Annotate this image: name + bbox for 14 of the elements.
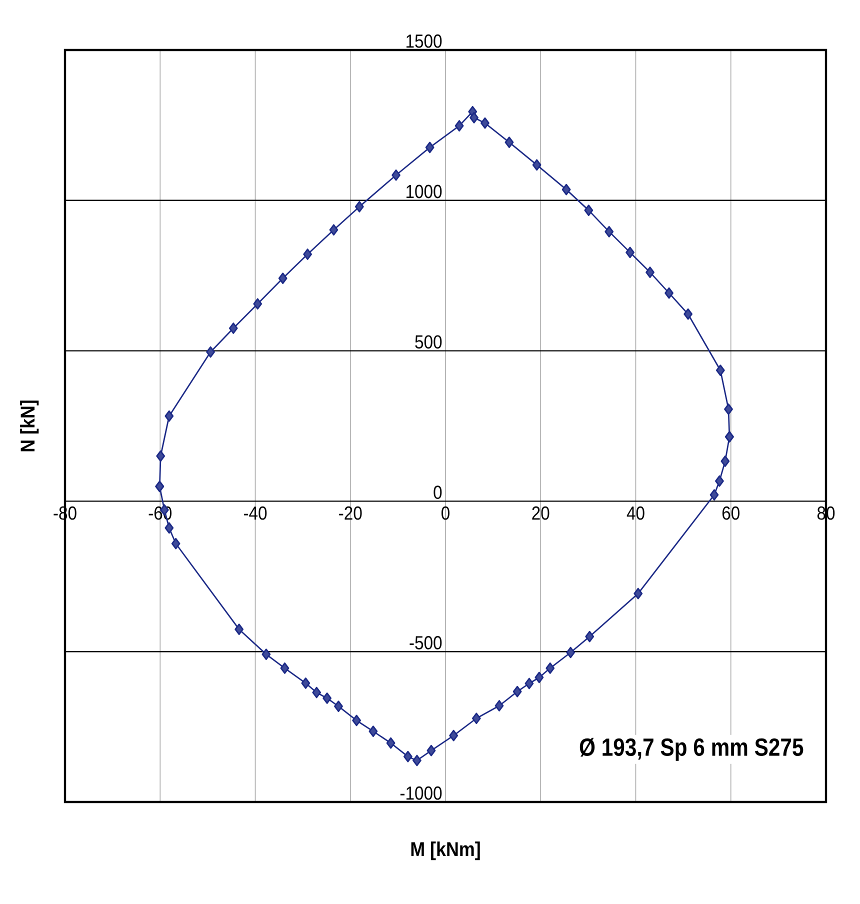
y-tick-label: -1000 xyxy=(400,786,442,800)
x-tick-label: -20 xyxy=(339,506,362,520)
y-axis-title: N [kN] xyxy=(20,400,39,452)
annotation: Ø 193,7 Sp 6 mm S275 xyxy=(580,738,804,761)
x-tick-label: 40 xyxy=(626,506,644,520)
y-tick-label: 1000 xyxy=(406,184,442,198)
y-tick-label: -500 xyxy=(410,636,442,650)
x-tick-label: 60 xyxy=(722,506,740,520)
y-tick-label: 1500 xyxy=(406,34,442,48)
x-axis-title: M [kNm] xyxy=(411,842,480,860)
y-tick-label: 0 xyxy=(434,486,442,500)
x-tick-label: 20 xyxy=(532,506,550,520)
x-tick-label: -40 xyxy=(244,506,267,520)
y-tick-label: 500 xyxy=(415,335,442,349)
